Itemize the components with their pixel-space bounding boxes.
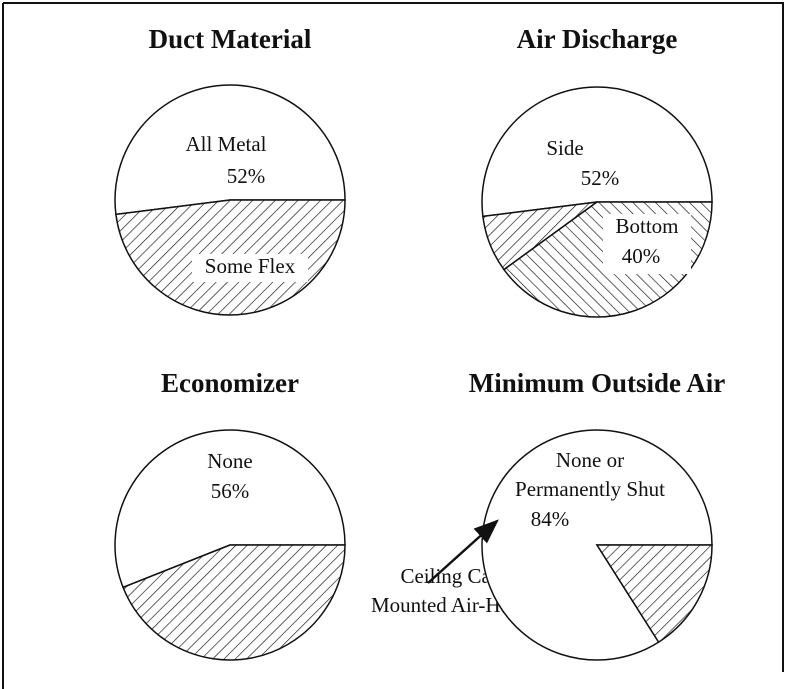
value-label: 84% <box>531 507 570 531</box>
value-label: 40% <box>622 244 661 268</box>
pie-slice <box>595 544 713 644</box>
category-label: None or Permanently Shut <box>515 448 665 501</box>
chart-title: Air Discharge <box>517 24 678 54</box>
value-label: 52% <box>581 166 620 190</box>
label-backdrop <box>192 254 308 282</box>
category-label: Some Flex <box>205 254 296 278</box>
value-label: 56% <box>211 479 250 503</box>
category-label: Bottom <box>615 214 678 238</box>
category-label: None <box>207 449 253 473</box>
value-label: 52% <box>227 164 266 188</box>
category-label: All Metal <box>185 132 266 156</box>
pie-slice <box>114 84 346 216</box>
pie-slice <box>122 544 346 661</box>
chart-title: Economizer <box>161 368 299 398</box>
category-label: Side <box>546 136 583 160</box>
chart-title: Minimum Outside Air <box>469 368 726 398</box>
pie-slice <box>481 86 713 218</box>
pie-slice <box>114 429 346 589</box>
chart-title: Duct Material <box>149 24 312 54</box>
label-backdrop <box>603 214 691 274</box>
pointer-arrow <box>427 519 499 584</box>
